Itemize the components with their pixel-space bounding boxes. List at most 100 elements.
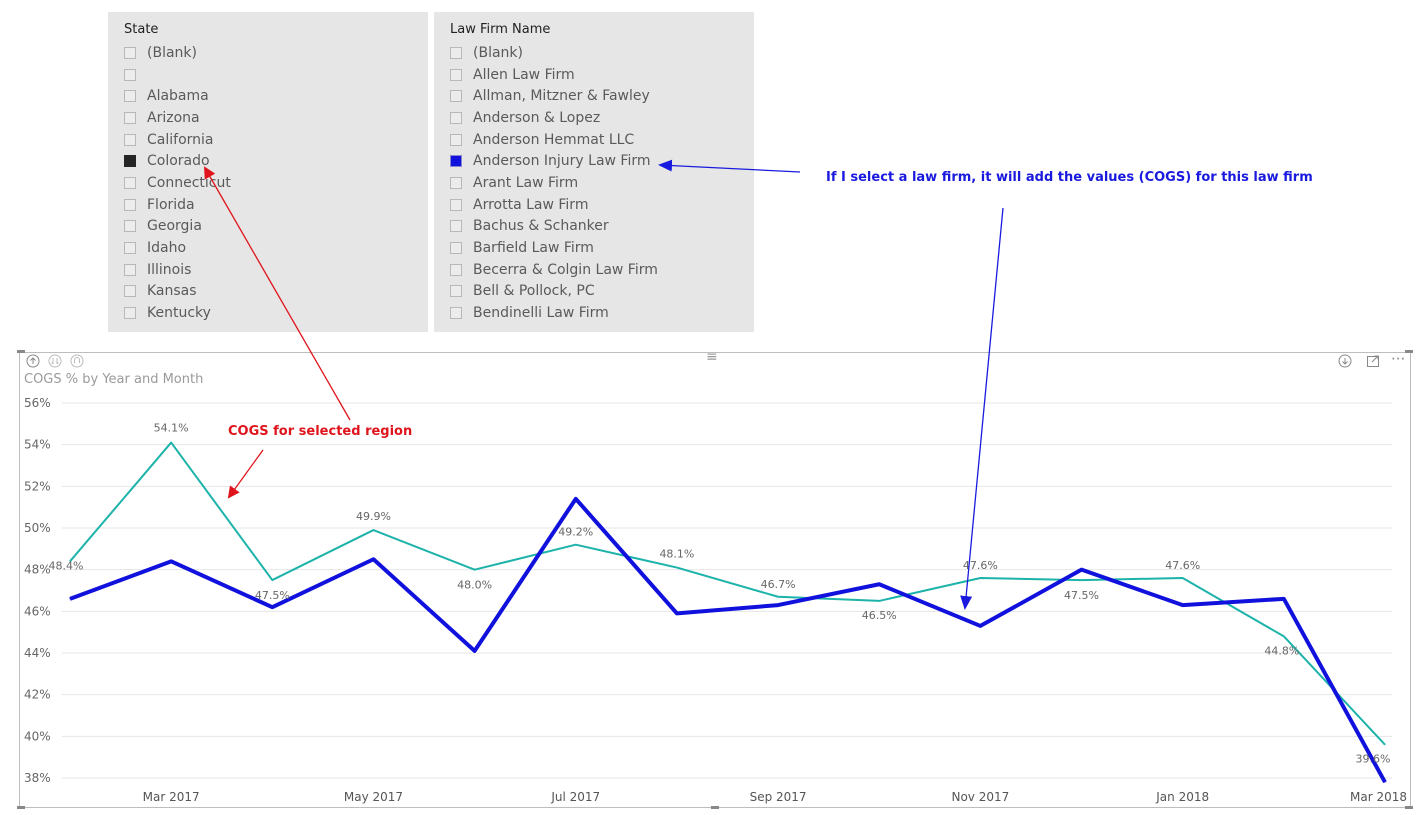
blue-annotation-text: If I select a law firm, it will add the … (826, 170, 1313, 185)
state-item[interactable]: Kansas (124, 281, 428, 303)
checkbox-icon[interactable] (450, 263, 462, 276)
checkbox-icon[interactable] (450, 68, 462, 81)
state-item-label: Florida (147, 196, 195, 213)
checkbox-icon[interactable] (124, 198, 136, 211)
law-firm-item-label: Anderson & Lopez (473, 109, 601, 126)
state-item[interactable]: Illinois (124, 259, 428, 281)
checkbox-icon[interactable] (124, 285, 136, 298)
checkbox-icon[interactable] (124, 133, 136, 146)
checkbox-icon[interactable] (450, 198, 462, 211)
state-item-label: (Blank) (147, 44, 197, 61)
expand-level-icon[interactable] (70, 354, 84, 372)
drag-grip-icon[interactable]: ≡ (706, 349, 718, 365)
checkbox-icon[interactable] (450, 242, 462, 255)
data-point (1081, 569, 1083, 571)
law-firm-slicer-title: Law Firm Name (450, 22, 551, 37)
data-label: 47.6% (1165, 559, 1200, 572)
law-firm-slicer: Law Firm Name (Blank) Allen Law Firm Allma… (434, 12, 754, 332)
drill-up-icon[interactable] (26, 354, 40, 372)
checkbox-icon[interactable] (450, 133, 462, 146)
data-point (575, 544, 577, 546)
data-point (777, 596, 779, 598)
data-point (271, 579, 273, 581)
blue-arrow-to-law-firm (658, 159, 801, 173)
state-item[interactable]: California (124, 129, 428, 151)
state-item-label: Alabama (147, 88, 209, 105)
checked-checkbox-icon[interactable] (450, 155, 462, 168)
checkbox-icon[interactable] (124, 68, 136, 81)
checkbox-icon[interactable] (124, 220, 136, 233)
state-item[interactable]: (Blank) (124, 42, 428, 64)
law-firm-item[interactable]: Anderson & Lopez (450, 107, 754, 129)
red-arrow-to-teal-line (227, 449, 264, 499)
law-firm-item-label: Becerra & Colgin Law Firm (473, 261, 658, 278)
law-firm-slicer-list: (Blank) Allen Law Firm Allman, Mitzner & F… (450, 42, 754, 324)
state-item[interactable]: Arizona (124, 107, 428, 129)
state-item-label: California (147, 131, 214, 148)
data-point (271, 606, 273, 608)
y-tick-label: 56% (24, 396, 51, 410)
law-firm-item[interactable]: (Blank) (450, 42, 754, 64)
red-annotation-text: COGS for selected region (228, 424, 413, 439)
state-item[interactable] (124, 64, 428, 86)
resize-handle-bottom-left[interactable] (17, 806, 25, 809)
law-firm-item[interactable]: Bendinelli Law Firm (450, 302, 754, 324)
checkbox-icon[interactable] (450, 176, 462, 189)
checkbox-icon[interactable] (450, 285, 462, 298)
data-label: 49.2% (558, 526, 593, 539)
law-firm-item[interactable]: Anderson Hemmat LLC (450, 129, 754, 151)
checkbox-icon[interactable] (450, 90, 462, 103)
checkbox-icon[interactable] (124, 46, 136, 59)
checkbox-icon[interactable] (124, 90, 136, 103)
law-firm-item[interactable]: Allman, Mitzner & Fawley (450, 85, 754, 107)
data-point (69, 598, 71, 600)
law-firm-item[interactable]: Bell & Pollock, PC (450, 281, 754, 303)
state-item[interactable]: Idaho (124, 237, 428, 259)
teal-series-line (69, 441, 1386, 746)
checkbox-icon[interactable] (124, 263, 136, 276)
line-chart-visual (19, 352, 1411, 808)
checkbox-icon[interactable] (124, 111, 136, 124)
law-firm-item[interactable]: Barfield Law Firm (450, 237, 754, 259)
data-label: 47.5% (1064, 589, 1099, 602)
focus-mode-icon[interactable] (1366, 354, 1380, 372)
x-tick-label: Jan 2018 (1155, 790, 1209, 804)
checkbox-icon[interactable] (450, 46, 462, 59)
data-point (878, 600, 880, 602)
data-point (1081, 579, 1083, 581)
checkbox-icon[interactable] (450, 111, 462, 124)
data-label: 47.5% (255, 589, 290, 602)
drill-down-icon[interactable] (48, 354, 62, 372)
law-firm-item-label: Bachus & Schanker (473, 218, 609, 235)
checkbox-icon[interactable] (450, 307, 462, 320)
resize-handle-bottom[interactable] (711, 806, 719, 809)
checkbox-icon[interactable] (124, 307, 136, 320)
law-firm-item[interactable]: Arrotta Law Firm (450, 194, 754, 216)
law-firm-item[interactable]: Allen Law Firm (450, 64, 754, 86)
resize-handle-bottom-right[interactable] (1405, 806, 1413, 809)
checked-checkbox-icon[interactable] (124, 155, 136, 168)
state-item[interactable]: Colorado (124, 150, 428, 172)
resize-handle-top-right[interactable] (1405, 350, 1413, 353)
state-item[interactable]: Alabama (124, 85, 428, 107)
state-item[interactable]: Florida (124, 194, 428, 216)
law-firm-item[interactable]: Anderson Injury Law Firm (450, 150, 754, 172)
state-item[interactable]: Georgia (124, 216, 428, 238)
state-slicer-list: (Blank) Alabama Arizona California Colorado C… (124, 42, 428, 324)
state-item[interactable]: Kentucky (124, 302, 428, 324)
checkbox-icon[interactable] (124, 242, 136, 255)
x-tick-label: Sep 2017 (750, 790, 807, 804)
checkbox-icon[interactable] (450, 220, 462, 233)
data-label: 48.4% (49, 559, 84, 572)
data-point (170, 442, 172, 444)
state-item-label: Illinois (147, 261, 192, 278)
state-slicer-title: State (124, 22, 159, 37)
state-item-label: Idaho (147, 240, 187, 257)
law-firm-item[interactable]: Becerra & Colgin Law Firm (450, 259, 754, 281)
drill-mode-icon[interactable] (1338, 354, 1352, 372)
law-firm-item[interactable]: Arant Law Firm (450, 172, 754, 194)
checkbox-icon[interactable] (124, 176, 136, 189)
more-options-icon[interactable]: ··· (1391, 350, 1406, 368)
resize-handle-top-left[interactable] (17, 350, 25, 353)
law-firm-item[interactable]: Bachus & Schanker (450, 216, 754, 238)
